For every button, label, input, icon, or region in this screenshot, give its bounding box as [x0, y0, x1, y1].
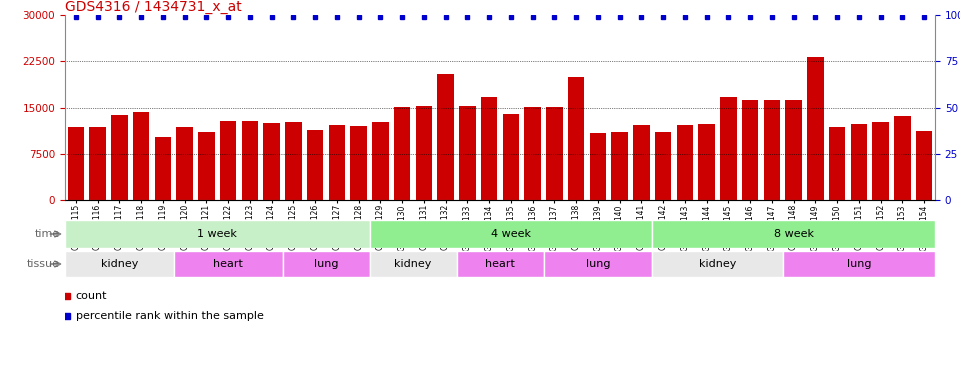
Text: percentile rank within the sample: percentile rank within the sample [76, 311, 264, 321]
Bar [370, 252, 457, 276]
Text: tissue: tissue [27, 259, 60, 269]
Bar [481, 97, 497, 200]
Bar [65, 220, 370, 248]
Text: 4 week: 4 week [491, 229, 531, 239]
Bar [894, 116, 910, 200]
Text: time: time [35, 229, 60, 239]
Bar [111, 115, 128, 200]
Bar [503, 114, 519, 200]
Bar [174, 252, 282, 276]
Bar [524, 107, 540, 200]
Bar [198, 132, 214, 200]
Bar [589, 133, 606, 200]
Bar [785, 100, 802, 200]
Text: heart: heart [485, 259, 515, 269]
Bar [394, 107, 410, 200]
Text: kidney: kidney [699, 259, 736, 269]
Text: lung: lung [586, 259, 611, 269]
Bar [873, 122, 889, 200]
Bar [242, 121, 258, 200]
Bar [829, 127, 846, 200]
Bar [652, 252, 782, 276]
Text: GDS4316 / 1434731_x_at: GDS4316 / 1434731_x_at [65, 0, 242, 14]
Bar [89, 127, 106, 200]
Bar [263, 123, 279, 200]
Bar [699, 124, 715, 200]
Bar [220, 121, 236, 200]
Bar [457, 252, 543, 276]
Text: 8 week: 8 week [774, 229, 814, 239]
Text: kidney: kidney [395, 259, 432, 269]
Bar [307, 130, 324, 200]
Bar [634, 126, 650, 200]
Bar [438, 74, 454, 200]
Bar [285, 122, 301, 200]
Text: 1 week: 1 week [198, 229, 237, 239]
Bar [155, 137, 171, 200]
Bar [416, 106, 432, 200]
Bar [782, 252, 935, 276]
Bar [568, 77, 585, 200]
Text: count: count [76, 291, 108, 301]
Bar [677, 125, 693, 200]
Text: heart: heart [213, 259, 243, 269]
Bar [282, 252, 370, 276]
Bar [720, 97, 736, 200]
Bar [68, 127, 84, 200]
Bar [916, 131, 932, 200]
Text: lung: lung [847, 259, 871, 269]
Text: lung: lung [314, 259, 338, 269]
Bar [612, 132, 628, 200]
Bar [65, 252, 174, 276]
Bar [655, 132, 671, 200]
Bar [807, 57, 824, 200]
Bar [133, 113, 150, 200]
Bar [372, 122, 389, 200]
Bar [370, 220, 652, 248]
Bar [764, 100, 780, 200]
Text: kidney: kidney [101, 259, 138, 269]
Bar [652, 220, 935, 248]
Bar [543, 252, 652, 276]
Bar [851, 124, 867, 200]
Bar [742, 100, 758, 200]
Bar [328, 125, 345, 200]
Bar [350, 126, 367, 200]
Bar [546, 107, 563, 200]
Bar [177, 127, 193, 200]
Bar [459, 106, 475, 200]
